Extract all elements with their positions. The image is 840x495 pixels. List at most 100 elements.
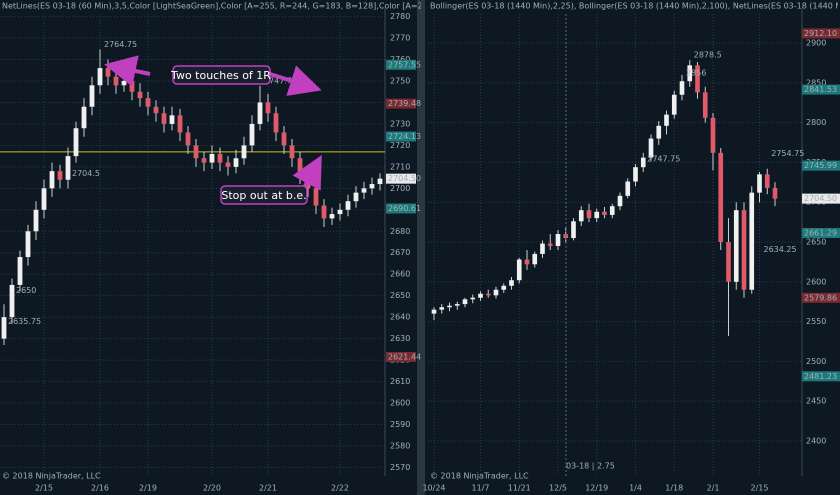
- candle-body: [9, 284, 15, 318]
- y-tick-label: 2660: [390, 270, 410, 279]
- candle-body: [177, 115, 183, 133]
- price-tag: [802, 371, 840, 382]
- x-tick-label: 11/7: [472, 484, 490, 493]
- candle-body: [273, 113, 279, 133]
- candle-body: [89, 85, 95, 107]
- candle-body: [289, 145, 295, 159]
- candle-body: [353, 192, 359, 202]
- x-tick-label: 12/5: [549, 484, 567, 493]
- candle-body: [547, 243, 553, 246]
- price-tag-label: 2912.10: [804, 29, 837, 38]
- candle-body: [633, 167, 638, 182]
- y-tick-label: 2720: [390, 141, 410, 150]
- y-tick-label: 2450: [806, 397, 826, 406]
- y-tick-label: 2630: [390, 334, 410, 343]
- candle-body: [687, 65, 693, 82]
- candle-body: [201, 158, 207, 163]
- price-tag: [802, 292, 840, 303]
- annotation-box: [172, 65, 271, 85]
- candle-body: [249, 123, 255, 146]
- candle-body: [17, 257, 23, 285]
- candle-body: [501, 285, 507, 290]
- price-tag-label: 2739.48: [388, 99, 421, 108]
- candle-body: [493, 289, 499, 296]
- candle-body: [648, 138, 654, 158]
- candle-body: [25, 231, 31, 258]
- candle-body: [121, 80, 127, 86]
- price-label: 2856: [686, 69, 706, 78]
- price-tag-label: 2704.50: [804, 194, 837, 203]
- x-tick-label: 1/18: [665, 484, 683, 493]
- candle-body: [602, 211, 607, 215]
- y-tick-label: 2730: [390, 119, 410, 128]
- price-tag: [386, 59, 416, 70]
- candle-body: [532, 253, 538, 265]
- candle-body: [741, 210, 747, 290]
- y-tick-label: 2590: [390, 420, 410, 429]
- candle-body: [329, 214, 335, 219]
- candle-body: [695, 65, 700, 93]
- y-tick-label: 2750: [390, 76, 410, 85]
- candle-body: [65, 156, 71, 180]
- price-tag-label: 2704.50: [388, 174, 421, 183]
- y-tick-label: 2700: [390, 184, 410, 193]
- price-tag: [802, 28, 840, 39]
- price-tag-label: 2621.44: [388, 352, 421, 361]
- candle-body: [145, 98, 151, 107]
- y-tick-label: 2900: [806, 39, 826, 48]
- price-tag: [386, 351, 416, 362]
- x-tick-label: 2/15: [35, 484, 53, 493]
- x-tick-label: 2/1: [707, 484, 720, 493]
- chart-header: Bollinger(ES 03-18 (1440 Min),2,25), Bol…: [430, 2, 840, 11]
- x-tick-label: 2/21: [259, 484, 277, 493]
- y-tick-label: 2670: [390, 248, 410, 257]
- candle-body: [113, 76, 119, 86]
- chart-header: NetLines(ES 03-18 (60 Min),3,5,Color [Li…: [2, 2, 491, 11]
- price-label: 2635.75: [8, 317, 41, 326]
- y-tick-label: 2610: [390, 377, 410, 386]
- candle-body: [757, 174, 762, 193]
- y-tick-label: 2780: [390, 12, 410, 21]
- candle-body: [555, 234, 561, 246]
- candle-body: [749, 192, 755, 290]
- candle-body: [447, 305, 452, 308]
- price-label: 2747.75: [647, 155, 680, 164]
- price-label: 2764.75: [104, 40, 137, 49]
- y-tick-label: 2580: [390, 441, 410, 450]
- candle-body: [153, 106, 159, 114]
- y-tick-label: 2650: [806, 238, 826, 247]
- candle-body: [73, 128, 79, 157]
- candle-body: [137, 91, 143, 99]
- annotation-box: [220, 185, 308, 205]
- candle-body: [563, 234, 569, 239]
- candle-body: [516, 259, 522, 281]
- candle-body: [726, 242, 731, 282]
- candle-body: [321, 205, 327, 219]
- candle-body: [540, 243, 545, 254]
- candle-body: [369, 184, 375, 189]
- price-tag-label: 2841.53: [804, 85, 837, 94]
- price-label: 2754.75: [771, 149, 804, 158]
- y-tick-label: 2650: [390, 291, 410, 300]
- candle-body: [524, 259, 530, 265]
- candle-body: [185, 132, 191, 146]
- x-tick-label: 10/24: [422, 484, 445, 493]
- price-tag: [386, 173, 416, 184]
- copyright: © 2018 NinjaTrader, LLC: [430, 472, 529, 481]
- candle-body: [609, 206, 615, 215]
- price-tag: [802, 193, 840, 204]
- price-label: 2704.5: [72, 169, 100, 178]
- price-tag: [386, 131, 416, 142]
- candle-body: [431, 309, 437, 314]
- candle-body: [337, 209, 343, 215]
- candle-body: [281, 132, 287, 146]
- x-tick-label: 1/4: [629, 484, 642, 493]
- copyright: © 2018 NinjaTrader, LLC: [2, 472, 101, 481]
- candle-body: [241, 145, 247, 159]
- candle-body: [485, 293, 491, 296]
- price-label: 2650: [16, 286, 36, 295]
- candle-body: [679, 81, 685, 95]
- candle-body: [233, 158, 239, 167]
